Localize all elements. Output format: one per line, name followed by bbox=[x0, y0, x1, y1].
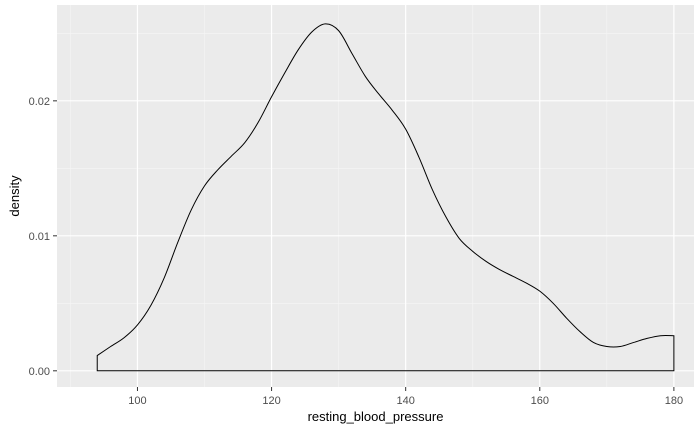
x-tick-label: 100 bbox=[128, 395, 146, 407]
y-axis-title: density bbox=[7, 175, 22, 217]
x-tick-label: 140 bbox=[396, 395, 414, 407]
y-tick-label: 0.01 bbox=[29, 231, 50, 243]
minor-gridlines bbox=[57, 5, 694, 387]
density-curve bbox=[96, 23, 675, 372]
y-axis-ticks: 0.00 0.01 0.02 bbox=[29, 96, 57, 378]
x-axis-ticks: 100 120 140 160 180 bbox=[128, 387, 683, 407]
x-axis-title: resting_blood_pressure bbox=[308, 409, 444, 424]
x-tick-label: 180 bbox=[665, 395, 683, 407]
y-tick-label: 0.00 bbox=[29, 366, 50, 378]
y-tick-label: 0.02 bbox=[29, 96, 50, 108]
x-tick-label: 160 bbox=[531, 395, 549, 407]
x-tick-label: 120 bbox=[262, 395, 280, 407]
panel-background bbox=[57, 5, 694, 387]
